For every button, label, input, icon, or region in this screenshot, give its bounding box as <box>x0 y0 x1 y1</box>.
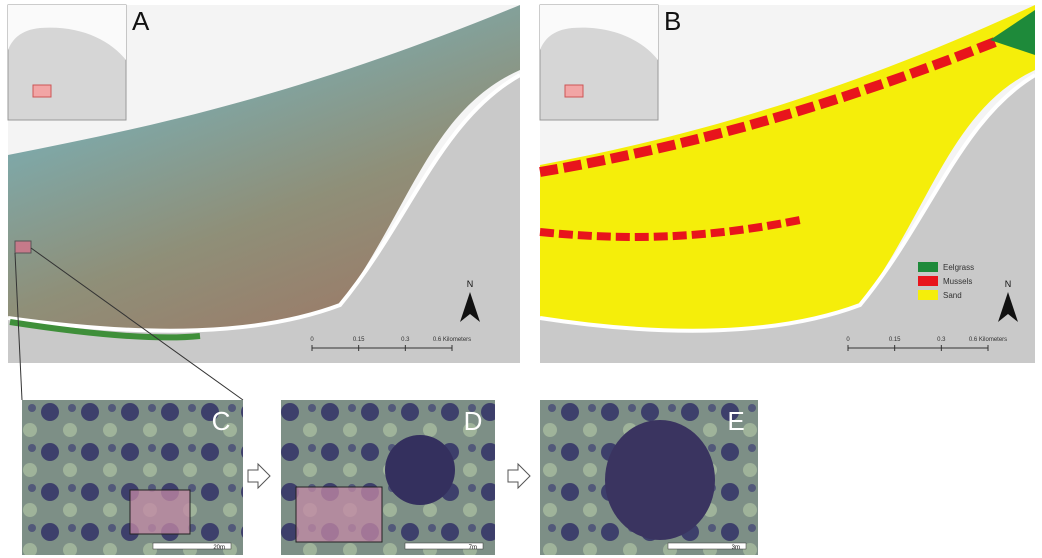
scale-label: 0.15 <box>353 337 365 343</box>
arrow <box>248 464 270 488</box>
legend-swatch <box>918 262 938 272</box>
north-label: N <box>1005 279 1012 289</box>
inset-highlight <box>565 85 583 97</box>
panel-label: D <box>464 406 483 436</box>
inset-highlight <box>33 85 51 97</box>
panel-label: A <box>132 6 150 36</box>
legend-label: Sand <box>943 291 962 300</box>
arrow <box>508 464 530 488</box>
legend-label: Eelgrass <box>943 263 974 272</box>
panel-label: C <box>212 406 231 436</box>
zoom-panels: C 20m D 7m E 3m <box>22 400 758 555</box>
legend-swatch <box>918 276 938 286</box>
scale-label: 3m <box>732 545 740 551</box>
scale-label: 0.15 <box>889 337 901 343</box>
zoom-box <box>130 490 190 534</box>
zoom-box <box>15 241 31 253</box>
scale-label: 0.6 Kilometers <box>433 337 471 343</box>
panel-label: B <box>664 6 681 36</box>
legend-swatch <box>918 290 938 300</box>
mussel-patch <box>605 420 715 540</box>
zoom-box <box>296 487 382 542</box>
scale-label: 20m <box>213 545 225 551</box>
north-label: N <box>467 279 474 289</box>
scale-label: 0.3 <box>937 337 946 343</box>
scale-label: 0.6 Kilometers <box>969 337 1007 343</box>
panel-label: E <box>727 406 744 436</box>
scale-label: 0.3 <box>401 337 410 343</box>
figure: A 00.150.30.6 Kilometers N B EelgrassMus… <box>0 0 1042 558</box>
legend-label: Mussels <box>943 277 972 286</box>
scale-label: 7m <box>469 545 477 551</box>
mussel-patch <box>385 435 455 505</box>
